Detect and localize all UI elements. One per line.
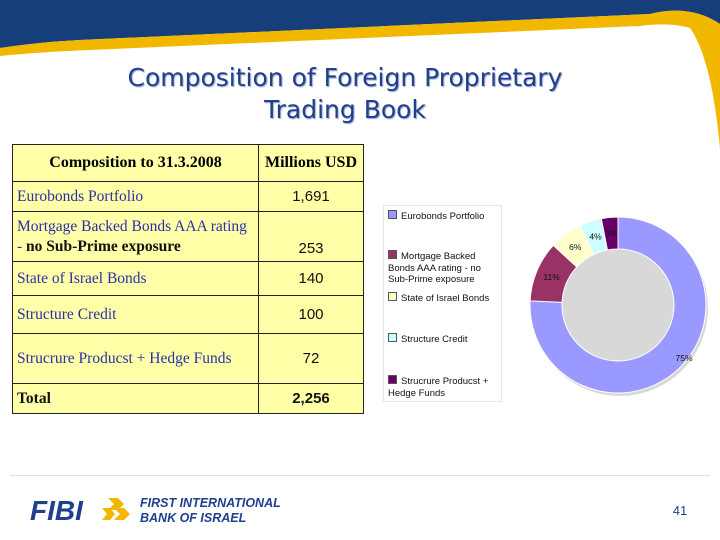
row-value: 1,691: [258, 181, 364, 212]
total-value: 2,256: [258, 383, 364, 414]
row-name: Structure Credit: [12, 295, 259, 334]
slide-title: Composition of Foreign Proprietary Tradi…: [0, 62, 690, 126]
row-value: 140: [258, 261, 364, 296]
header-decoration: [0, 0, 720, 160]
header-band-navy: [0, 0, 720, 48]
header-swoosh-inner: [680, 28, 720, 160]
legend-label: Structure Credit: [401, 334, 468, 345]
table-row: State of Israel Bonds 140: [12, 261, 364, 296]
donut-data-label: 3%: [605, 228, 618, 238]
legend-label: Mortgage Backed Bonds AAA rating - no Su…: [388, 251, 481, 285]
legend-item: State of Israel Bonds: [388, 292, 500, 305]
legend-swatch: [388, 375, 397, 384]
donut-chart: 75% 11% 6% 4% 3%: [529, 216, 708, 396]
donut-slice: [529, 216, 707, 394]
table-total-row: Total 2,256: [12, 383, 364, 414]
row-value: 100: [258, 295, 364, 334]
legend-swatch: [388, 250, 397, 259]
logo-mark-icon: [102, 498, 130, 520]
table-row: Structure Credit 100: [12, 295, 364, 334]
legend-item: Structure Credit: [388, 333, 500, 346]
legend-swatch: [388, 292, 397, 301]
donut-data-label: 75%: [675, 353, 692, 363]
table-row: Mortgage Backed Bonds AAA rating - no Su…: [12, 211, 364, 262]
legend-swatch: [388, 210, 397, 219]
table-header-left: Composition to 31.3.2008: [12, 144, 259, 182]
logo-line2: BANK OF ISRAEL: [140, 511, 246, 525]
legend-swatch: [388, 333, 397, 342]
table-header-right: Millions USD: [258, 144, 364, 182]
legend-label: Strucrure Producst + Hedge Funds: [388, 376, 489, 399]
header-swoosh-gold: [0, 10, 720, 150]
donut-slice: [600, 216, 619, 251]
legend-item: Strucrure Producst + Hedge Funds: [388, 375, 500, 399]
row-name-part: Mortgage Backed Bonds AAA rating -: [17, 217, 247, 255]
donut-data-label: 6%: [569, 242, 582, 252]
slide-title-line2: Trading Book: [264, 95, 426, 124]
legend-label: Eurobonds Portfolio: [401, 211, 485, 222]
donut-data-label: 11%: [543, 272, 560, 282]
row-name-emphasis: no Sub-Prime exposure: [26, 237, 181, 255]
row-name: State of Israel Bonds: [12, 261, 259, 296]
page-number: 41: [672, 503, 688, 518]
row-name: Mortgage Backed Bonds AAA rating - no Su…: [12, 211, 259, 262]
row-value: 253: [258, 211, 364, 262]
fibi-logo: FIBI FIRST INTERNATIONAL BANK OF ISRAEL: [30, 495, 281, 526]
row-name: Strucrure Producst + Hedge Funds: [12, 333, 259, 384]
chart-legend: Eurobonds Portfolio Mortgage Backed Bond…: [383, 205, 502, 402]
composition-table: Composition to 31.3.2008 Millions USD Eu…: [12, 144, 364, 414]
row-name: Eurobonds Portfolio: [12, 181, 259, 212]
footer-divider: [10, 475, 710, 476]
logo-wordmark: FIBI: [30, 495, 84, 526]
row-value: 72: [258, 333, 364, 384]
table-row: Eurobonds Portfolio 1,691: [12, 181, 364, 212]
donut-data-label: 4%: [589, 232, 602, 242]
total-label: Total: [12, 383, 259, 414]
table-row: Strucrure Producst + Hedge Funds 72: [12, 333, 364, 384]
slide-title-line1: Composition of Foreign Proprietary: [127, 63, 563, 92]
logo-line1: FIRST INTERNATIONAL: [140, 496, 281, 510]
legend-item: Mortgage Backed Bonds AAA rating - no Su…: [388, 250, 500, 286]
legend-label: State of Israel Bonds: [401, 293, 490, 304]
table-header-row: Composition to 31.3.2008 Millions USD: [12, 144, 364, 182]
legend-item: Eurobonds Portfolio: [388, 210, 500, 223]
